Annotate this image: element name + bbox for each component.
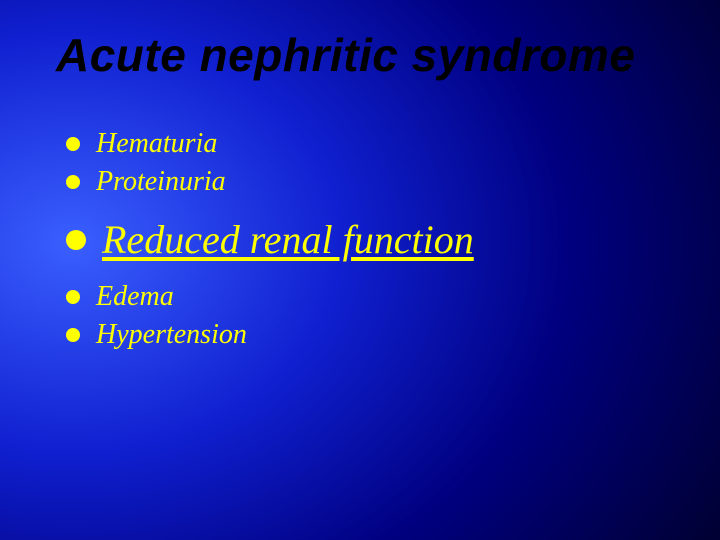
bullet-item: Edema [66,281,670,313]
slide-title: Acute nephritic syndrome [56,28,670,82]
bullet-text: Hypertension [96,319,247,351]
bullet-text: Edema [96,281,174,313]
bullet-text: Hematuria [96,128,217,160]
bullet-dot-icon [66,328,80,342]
bullet-item: Hypertension [66,319,670,351]
bullet-item-emphasis: Reduced renal function [66,216,670,263]
bullet-dot-icon [66,230,86,250]
bullet-dot-icon [66,290,80,304]
bullet-dot-icon [66,137,80,151]
slide-container: Acute nephritic syndrome Hematuria Prote… [0,0,720,540]
bullet-item: Proteinuria [66,166,670,198]
bullet-dot-icon [66,175,80,189]
bullet-text-emphasis: Reduced renal function [102,216,474,263]
bullet-item: Hematuria [66,128,670,160]
bullet-text: Proteinuria [96,166,226,198]
